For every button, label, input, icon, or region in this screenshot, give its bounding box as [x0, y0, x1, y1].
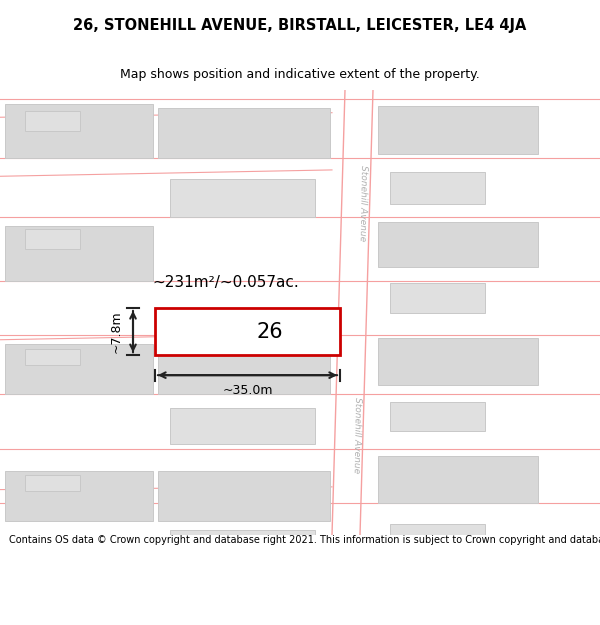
Text: 26, STONEHILL AVENUE, BIRSTALL, LEICESTER, LE4 4JA: 26, STONEHILL AVENUE, BIRSTALL, LEICESTE…	[73, 18, 527, 33]
Bar	[390, 172, 485, 204]
Bar	[170, 179, 315, 217]
Bar	[158, 344, 330, 394]
Bar	[25, 111, 80, 131]
Bar	[378, 106, 538, 154]
Bar	[170, 408, 315, 444]
Bar	[158, 471, 330, 521]
Bar	[378, 338, 538, 385]
Bar	[390, 524, 485, 553]
Text: Contains OS data © Crown copyright and database right 2021. This information is : Contains OS data © Crown copyright and d…	[9, 535, 600, 545]
Bar	[5, 226, 153, 281]
Text: Stonehill Avenue: Stonehill Avenue	[352, 397, 362, 473]
Text: Stonehill Avenue: Stonehill Avenue	[358, 166, 368, 242]
Bar	[25, 475, 80, 491]
Bar	[155, 308, 340, 355]
Bar	[5, 471, 153, 521]
Bar	[390, 284, 485, 312]
Bar	[25, 349, 80, 365]
Text: ~35.0m: ~35.0m	[222, 384, 273, 398]
Text: ~7.8m: ~7.8m	[110, 310, 123, 353]
Text: 26: 26	[256, 322, 283, 342]
Text: ~231m²/~0.057ac.: ~231m²/~0.057ac.	[152, 275, 299, 290]
Bar	[390, 401, 485, 431]
Text: Map shows position and indicative extent of the property.: Map shows position and indicative extent…	[120, 68, 480, 81]
Bar	[378, 222, 538, 267]
Bar	[378, 456, 538, 503]
Bar	[5, 344, 153, 394]
Bar	[158, 108, 330, 158]
Bar	[170, 531, 315, 562]
Bar	[25, 229, 80, 249]
Bar	[5, 104, 153, 158]
